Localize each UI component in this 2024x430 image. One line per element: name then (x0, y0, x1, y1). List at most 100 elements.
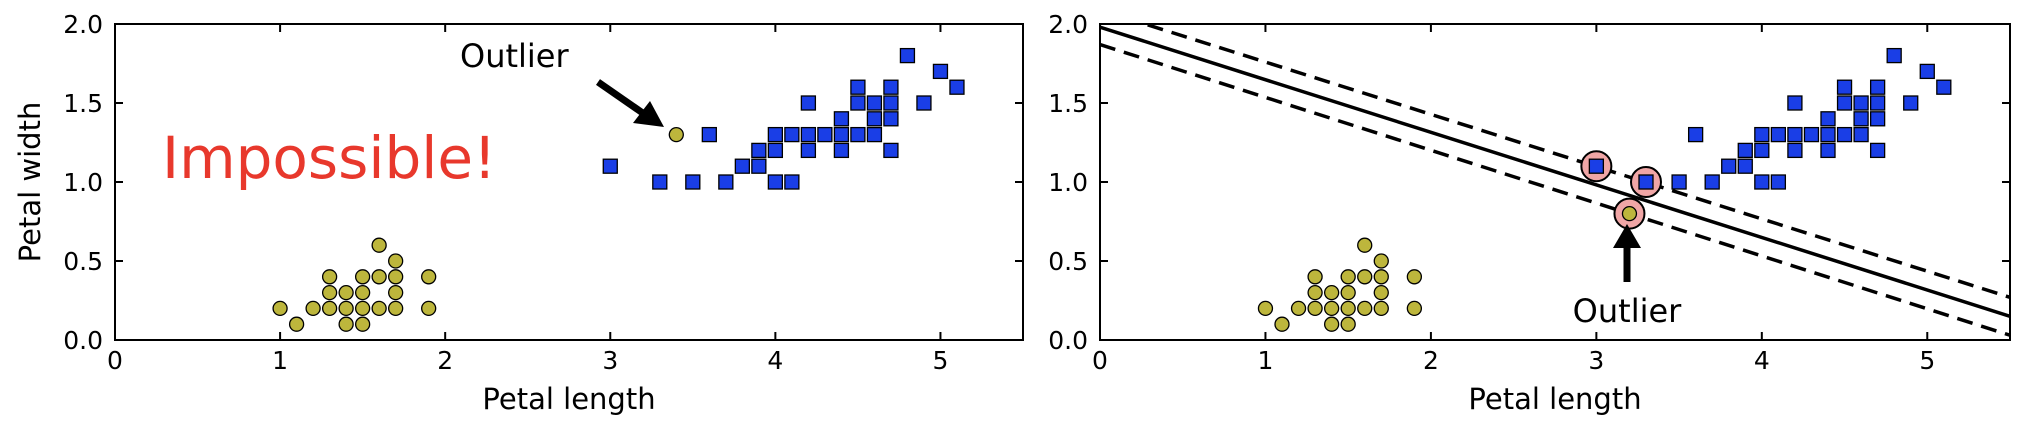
data-point-circle (1406, 269, 1423, 285)
data-point-square (751, 158, 767, 174)
y-tick-label: 1.5 (63, 89, 103, 118)
data-point-square (1820, 142, 1836, 159)
data-point-square (833, 111, 850, 127)
data-point-circle (354, 300, 371, 317)
data-point-circle (321, 269, 338, 285)
x-tick-label: 2 (1423, 346, 1439, 375)
data-point-circle (272, 300, 288, 317)
data-point-square (1903, 95, 1919, 111)
data-point-square (1704, 174, 1720, 190)
y-tick-label: 0.0 (1048, 326, 1088, 355)
data-point-square (932, 63, 949, 80)
data-point-square (1869, 79, 1886, 95)
data-point-circle (1373, 269, 1389, 285)
x-tick-label: 2 (437, 346, 453, 375)
data-point-square (883, 111, 899, 127)
data-point-square (1770, 126, 1787, 143)
data-point-square (1869, 111, 1886, 127)
data-point-circle (305, 300, 321, 317)
data-point-circle (1340, 316, 1356, 332)
right-panel: 0 1 2 3 4 5 0.0 0.5 1.0 1.5 2.0 Outlier Petal leng… (1048, 10, 2011, 416)
data-point-square (734, 158, 750, 174)
data-point-square (800, 95, 817, 111)
data-point-circle (388, 253, 404, 269)
data-point-square (866, 111, 883, 127)
y-axis-label: Petal width (13, 102, 47, 263)
data-point-circle (1290, 300, 1307, 317)
data-point-circle (1357, 300, 1373, 317)
outlier-label-left: Outlier (460, 37, 569, 75)
data-point-circle (421, 269, 437, 285)
decision-boundary-line (1100, 25, 2010, 318)
data-point-square (1754, 142, 1770, 159)
data-point-square (1787, 142, 1803, 159)
data-point-square (784, 126, 800, 143)
data-point-circle (668, 126, 684, 143)
data-point-circle (1340, 300, 1356, 317)
data-point-circle (338, 316, 354, 332)
data-point-square (866, 95, 883, 111)
x-tick-label: 0 (1092, 346, 1108, 375)
data-point-square (1853, 111, 1869, 127)
data-point-square (602, 158, 618, 174)
data-point-circle (1340, 284, 1356, 301)
outlier-arrow-right (1613, 224, 1641, 282)
data-point-square (833, 142, 850, 159)
data-point-square (817, 126, 833, 143)
data-point-circle (1307, 269, 1323, 285)
data-point-square (1803, 126, 1820, 143)
margin-upper-line (1139, 24, 2010, 300)
left-panel: 0 1 2 3 4 5 0.0 0.5 1.0 1.5 2.0 Outlier Impossible… (13, 10, 1024, 416)
data-point-square (1638, 174, 1654, 190)
x-axis-label-left: Petal length (482, 382, 655, 416)
y-tick-label: 0.5 (1048, 247, 1088, 276)
data-point-circle (1323, 284, 1340, 301)
data-point-square (751, 142, 767, 159)
x-tick-label: 1 (1258, 346, 1274, 375)
data-point-square (1787, 126, 1803, 143)
outlier-arrow-left (596, 79, 664, 127)
data-point-square (767, 142, 784, 159)
data-point-square (1836, 79, 1853, 95)
data-point-circle (1323, 316, 1340, 332)
x-tick-label: 1 (272, 346, 288, 375)
x-tick-label: 4 (1754, 346, 1770, 375)
data-point-square (883, 95, 899, 111)
data-point-square (1919, 63, 1935, 80)
data-point-square (850, 95, 866, 111)
data-point-square (1869, 142, 1886, 159)
data-point-circle (1373, 253, 1389, 269)
x-tick-label: 0 (107, 346, 123, 375)
data-point-circle (388, 269, 404, 285)
data-point-square (1737, 142, 1753, 159)
outlier-label-right: Outlier (1573, 292, 1682, 330)
data-point-square (883, 79, 899, 95)
data-point-square (784, 174, 800, 190)
y-tick-label: 1.0 (1048, 168, 1088, 197)
x-tick-label: 5 (933, 346, 949, 375)
data-point-square (1787, 95, 1803, 111)
y-tick-label: 2.0 (1048, 10, 1088, 39)
data-point-circle (371, 269, 387, 285)
data-point-square (767, 174, 784, 190)
data-point-square (1754, 126, 1770, 143)
x-tick-label: 3 (1588, 346, 1604, 375)
data-point-square (1687, 126, 1704, 143)
data-point-square (1836, 126, 1853, 143)
data-point-square (1820, 111, 1836, 127)
data-point-circle (371, 300, 387, 317)
data-point-circle (321, 284, 338, 301)
data-point-square (899, 47, 916, 64)
data-point-circle (1373, 300, 1389, 317)
y-tick-label: 2.0 (63, 10, 103, 39)
data-point-circle (1307, 284, 1323, 301)
y-tick-label: 1.5 (1048, 89, 1088, 118)
data-point-square (1721, 158, 1737, 174)
data-point-square (850, 126, 866, 143)
data-point-square (1869, 95, 1886, 111)
data-point-square (701, 126, 717, 143)
data-point-square (866, 126, 883, 143)
data-point-circle (321, 300, 338, 317)
data-point-square (1754, 174, 1770, 190)
